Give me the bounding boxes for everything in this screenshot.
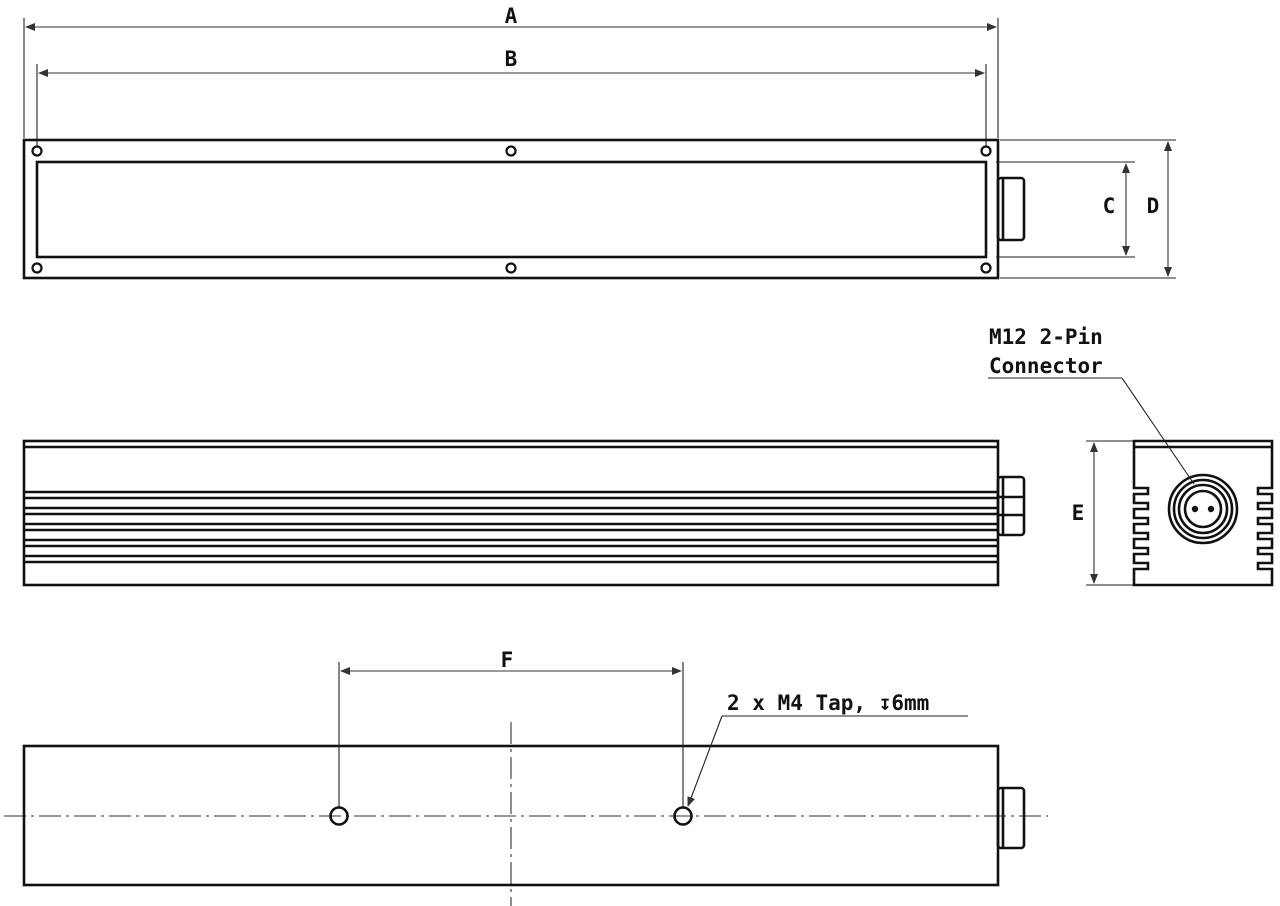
emitting-window-outline xyxy=(35,160,988,259)
dimension-b-label: B xyxy=(505,47,518,71)
end-view: E M12 2-Pin Connector xyxy=(988,325,1274,587)
dimension-a-label: A xyxy=(505,4,518,28)
side-view xyxy=(22,439,1026,587)
mounting-hole xyxy=(31,145,43,157)
dimension-d: D xyxy=(1000,139,1176,279)
m4-tap-hole xyxy=(673,806,693,826)
mounting-hole xyxy=(980,145,992,157)
dimension-f-label: F xyxy=(501,648,514,672)
cooling-fins xyxy=(24,490,998,564)
dimension-f: F xyxy=(338,648,684,807)
dimension-c: C xyxy=(996,161,1135,258)
mounting-holes xyxy=(31,145,992,274)
m4-tap-hole xyxy=(329,806,349,826)
connector-top-view xyxy=(996,176,1026,242)
dimension-b: B xyxy=(36,47,987,150)
connector-pin xyxy=(1207,505,1215,513)
connector-bottom-view xyxy=(996,786,1026,850)
mounting-hole xyxy=(505,145,517,157)
bottom-view: F 2 x M4 Tap, ↧6mm xyxy=(4,648,1048,906)
m12-connector-face xyxy=(1167,473,1239,545)
dimension-e: E xyxy=(1072,440,1134,586)
connector-pin xyxy=(1191,505,1199,513)
tap-note: 2 x M4 Tap, ↧6mm xyxy=(727,691,929,715)
mounting-hole xyxy=(505,262,517,274)
connector-note-line1: M12 2-Pin xyxy=(989,325,1103,349)
mounting-hole xyxy=(980,262,992,274)
top-view: A B C xyxy=(22,4,1176,280)
dimension-c-label: C xyxy=(1103,194,1116,218)
mounting-hole xyxy=(31,262,43,274)
housing-end-profile xyxy=(1132,439,1274,587)
dimension-d-label: D xyxy=(1147,194,1160,218)
connector-side-view xyxy=(996,475,1026,537)
dimension-a: A xyxy=(23,4,999,138)
connector-note-line2: Connector xyxy=(989,354,1103,378)
dimension-e-label: E xyxy=(1072,501,1085,525)
